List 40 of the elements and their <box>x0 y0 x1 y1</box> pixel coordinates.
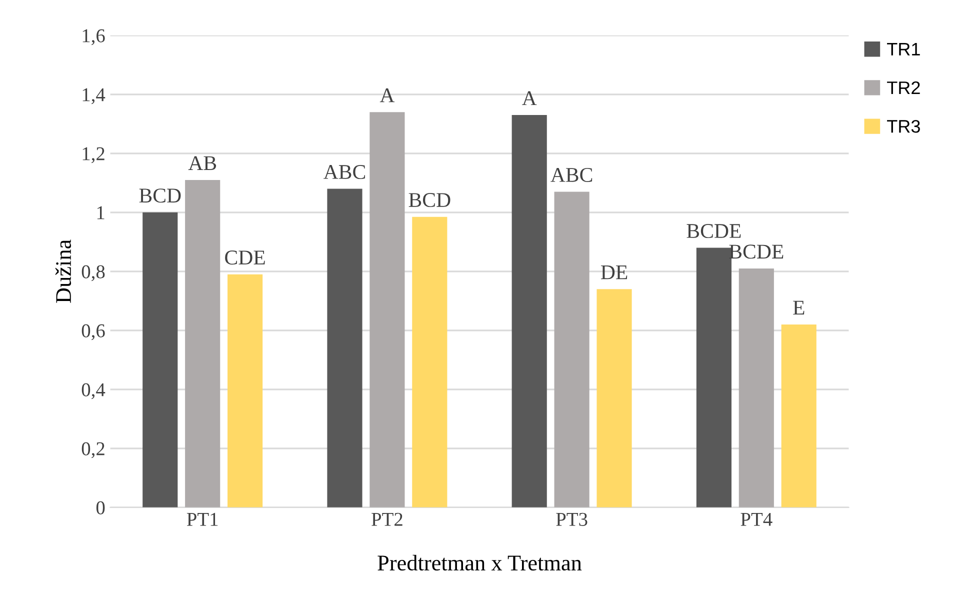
data-label: A <box>522 91 537 106</box>
bar <box>327 188 362 508</box>
bar <box>554 192 590 508</box>
bar <box>142 212 178 508</box>
bar <box>512 115 547 508</box>
bar <box>370 112 405 508</box>
y-tick-label: 0,4 <box>82 383 106 400</box>
y-tick-label: 1,4 <box>82 88 106 104</box>
x-tick-label: PT1 <box>186 512 218 526</box>
data-label: ABC <box>550 168 592 182</box>
bar <box>596 289 632 508</box>
data-label: BCD <box>408 193 450 208</box>
y-tick-label: 0,2 <box>82 442 104 458</box>
x-tick-label: PT4 <box>740 512 772 526</box>
y-tick-label: 1,6 <box>82 29 105 46</box>
data-label: CDE <box>225 250 265 265</box>
data-label: BCDE <box>686 224 741 238</box>
data-label: E <box>793 300 804 315</box>
data-label: A <box>380 88 395 102</box>
data-label: DE <box>600 265 628 280</box>
bar <box>185 180 220 508</box>
x-tick-label: PT3 <box>556 512 588 526</box>
bar <box>781 324 816 508</box>
data-label: ABC <box>324 165 366 180</box>
bar <box>738 268 774 508</box>
data-label: BCD <box>139 188 181 203</box>
x-axis-title: Predtretman x Tretman <box>378 554 582 571</box>
data-label: AB <box>188 156 216 170</box>
y-axis-title: Dužina <box>55 240 72 303</box>
y-tick-label: 1 <box>97 206 104 220</box>
legend-label: TR3 <box>887 120 920 133</box>
y-tick-label: 0 <box>96 501 105 514</box>
bar <box>412 216 448 508</box>
legend-label: TR2 <box>887 81 920 94</box>
bar <box>228 274 263 508</box>
y-tick-label: 1,2 <box>82 147 104 164</box>
x-tick-label: PT2 <box>372 512 402 526</box>
y-tick-label: 0,8 <box>82 265 105 282</box>
legend-label: TR1 <box>887 42 920 56</box>
y-tick-label: 0,6 <box>82 324 105 340</box>
